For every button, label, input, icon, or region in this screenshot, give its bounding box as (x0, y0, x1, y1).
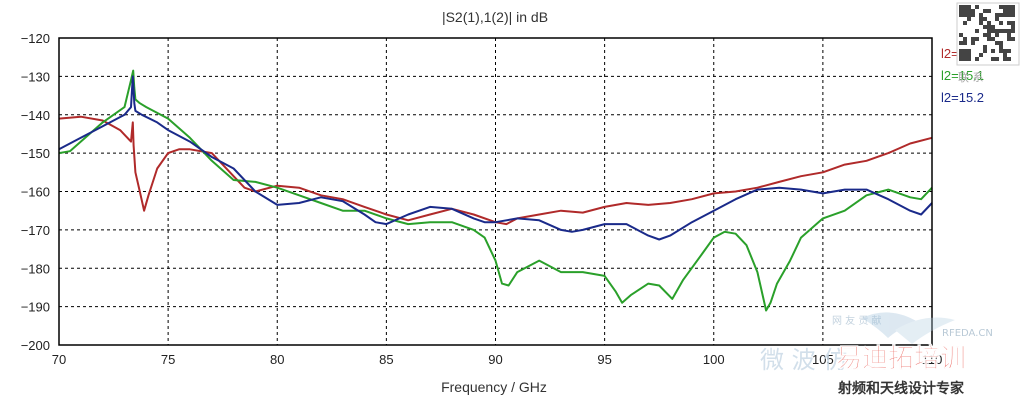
watermark-faint-cn: 微 波 仿 (760, 346, 847, 374)
y-tick-label: −170 (21, 223, 50, 238)
watermark-small-text: 网 友 贡 献 (832, 314, 882, 327)
series-line-1 (58, 115, 933, 226)
qr-code-icon (956, 2, 1020, 66)
y-tick-label: −150 (21, 146, 50, 161)
chart-title: |S2(1),1(2)| in dB (442, 9, 548, 25)
plot-frame (58, 37, 933, 346)
x-tick-label: 110 (922, 352, 943, 367)
x-tick-label: 80 (270, 352, 284, 367)
bird-logo-icon (862, 312, 955, 344)
y-tick-label: −160 (21, 185, 50, 200)
series-line-2 (58, 69, 933, 312)
watermark-tagline: 射频和天线设计专家 (837, 380, 965, 397)
y-tick-label: −190 (21, 300, 50, 315)
x-axis-label: Frequency / GHz (441, 379, 547, 395)
y-tick-label: −130 (21, 69, 50, 84)
x-tick-label: 95 (597, 352, 611, 367)
y-tick-label: −180 (21, 261, 50, 276)
watermark-brand: 易迪拓培训 (836, 344, 966, 374)
x-tick-label: 70 (52, 352, 66, 367)
qr-side-text: 联 系 (958, 71, 984, 84)
watermark-site: RFEDA.CN (942, 328, 993, 339)
series-lines (58, 69, 933, 312)
x-tick-label: 90 (488, 352, 502, 367)
x-tick-label: 100 (703, 352, 725, 367)
x-tick-label: 105 (812, 352, 834, 367)
legend-entry: l2=15.1 (941, 68, 984, 83)
axis-ticks: 70 75 80 85 90 95 100 105 110 −120 −130 −140 −150 −16… (21, 31, 943, 367)
y-tick-label: −140 (21, 108, 50, 123)
legend-entry: l2=15.2 (941, 90, 984, 105)
x-tick-label: 85 (379, 352, 393, 367)
y-tick-label: −120 (21, 31, 50, 46)
y-tick-label: −200 (21, 338, 50, 353)
x-tick-label: 75 (161, 352, 175, 367)
series-line-3 (58, 75, 933, 241)
